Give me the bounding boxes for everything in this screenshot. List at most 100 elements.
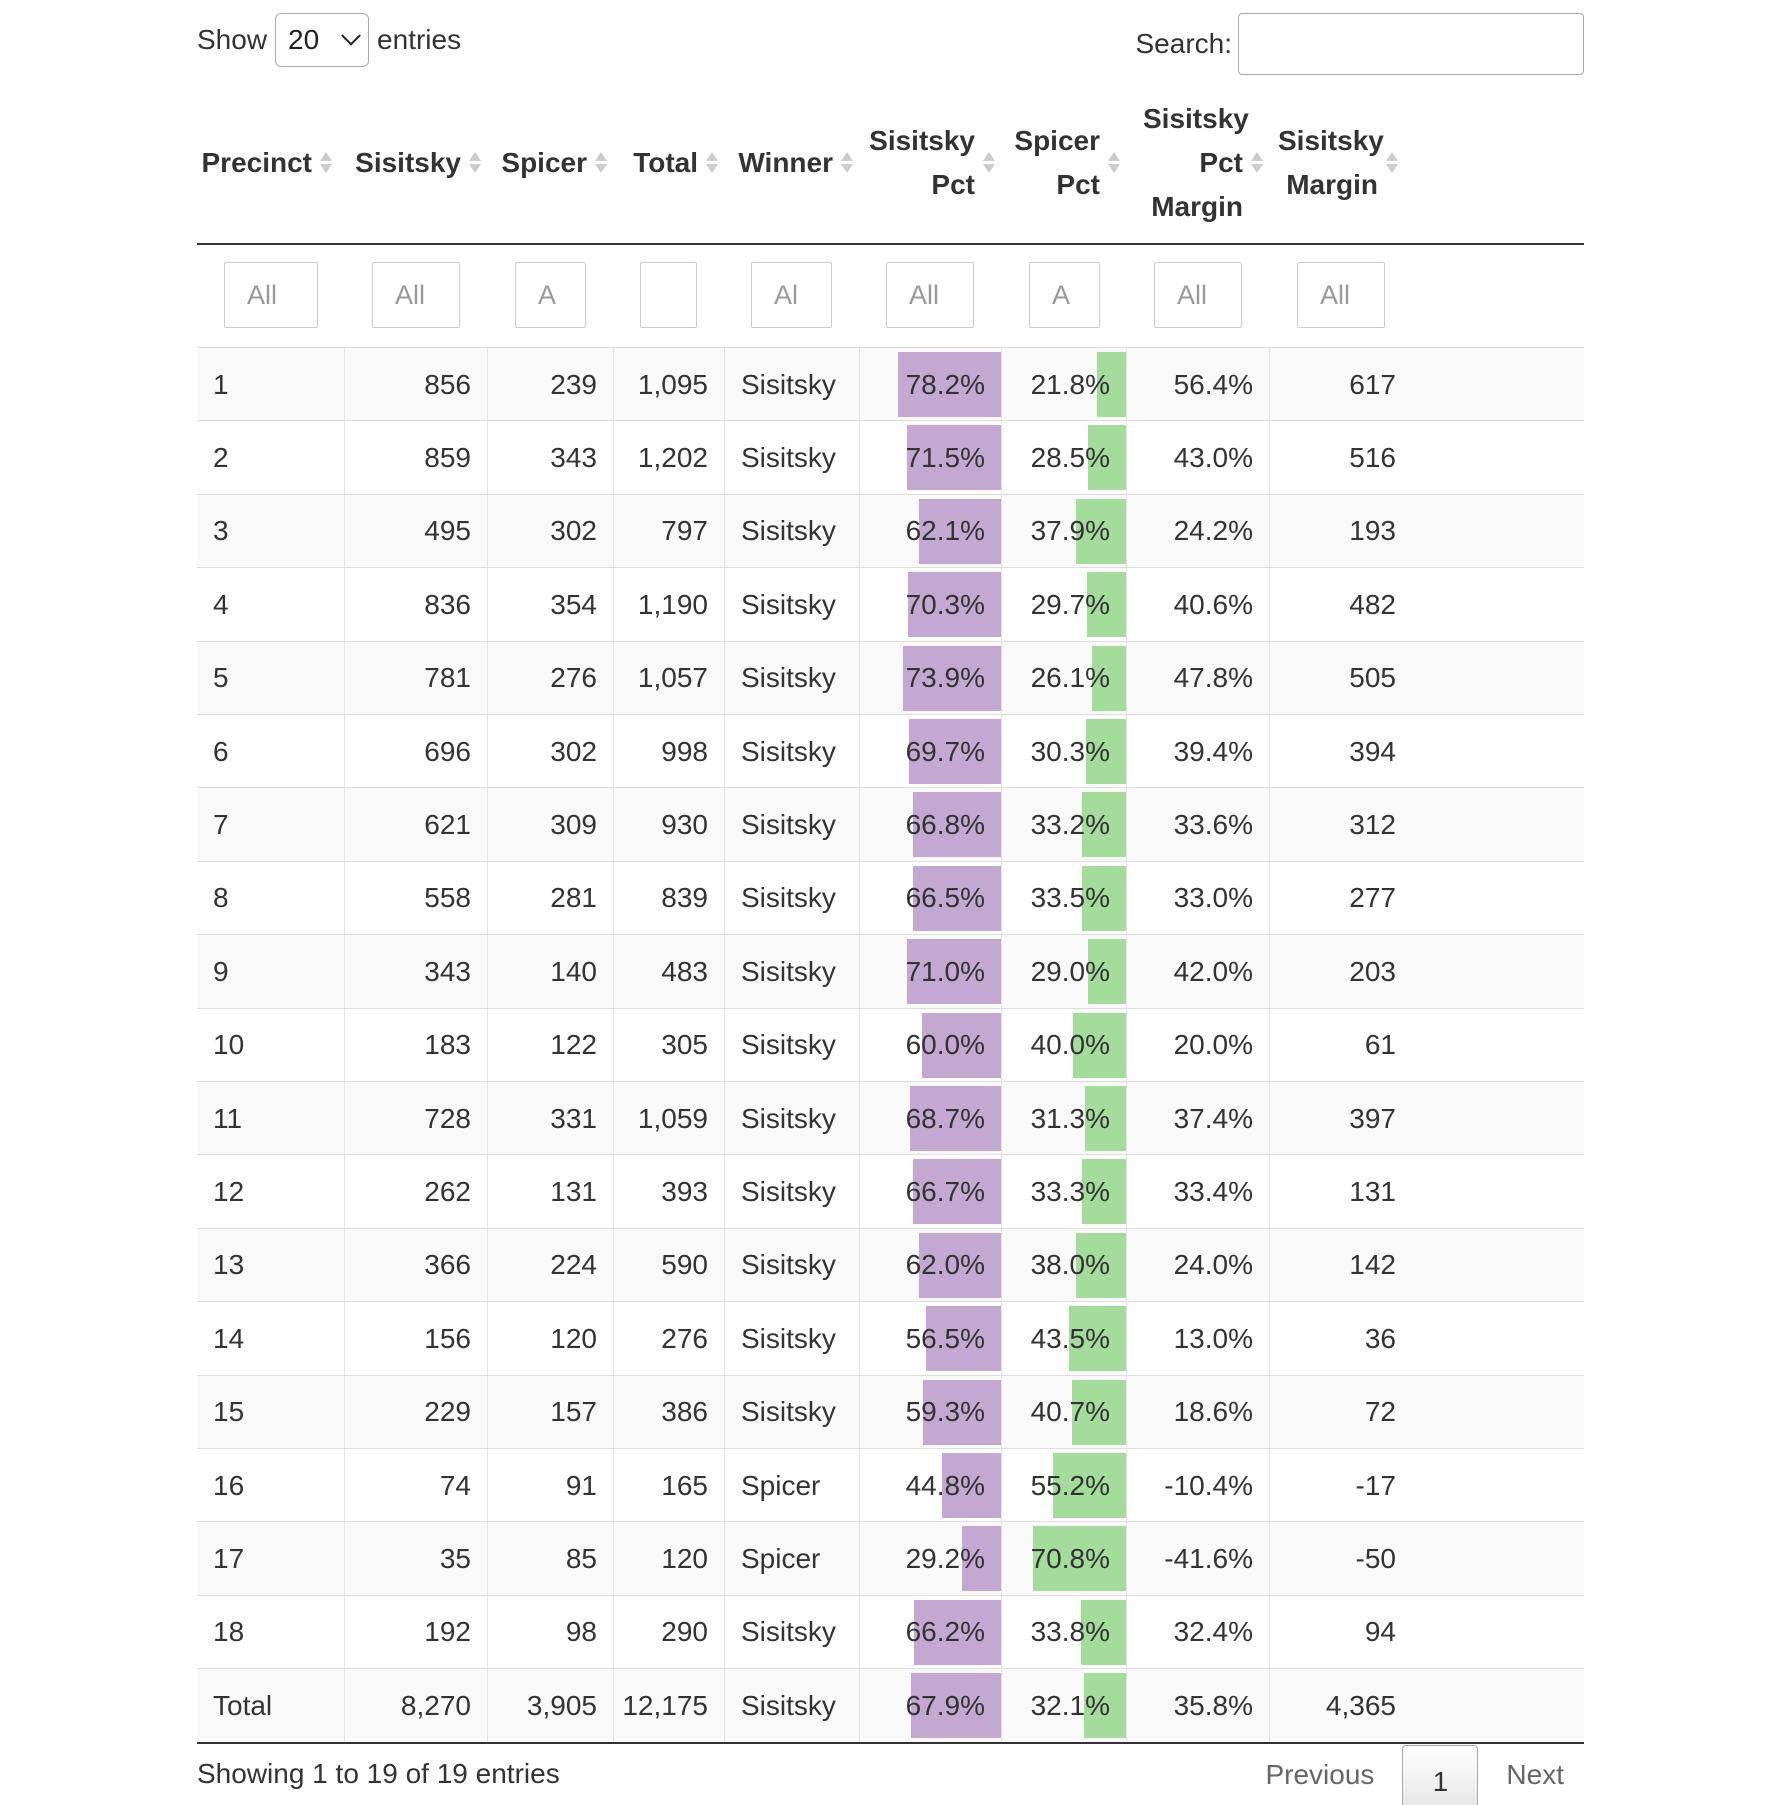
- cell-sisitsky-margin: 277: [1269, 861, 1404, 935]
- table-info: Showing 1 to 19 of 19 entries: [197, 1758, 560, 1789]
- filter-input-sisitsky-pct[interactable]: All: [886, 262, 974, 328]
- cell-sisitsky-pct: 71.0%: [859, 935, 1001, 1009]
- filter-input-total[interactable]: [640, 262, 697, 328]
- cell-text: 781: [424, 662, 471, 694]
- spicer-pct-bar: [1097, 352, 1126, 417]
- cell-text: 6: [213, 735, 229, 767]
- column-header-sisitsky[interactable]: Sisitsky: [344, 82, 481, 243]
- cell-total: 276: [613, 1302, 724, 1376]
- cell-winner: Sisitsky: [724, 1228, 859, 1302]
- column-header-sisitsky-pct-margin[interactable]: Sisitsky Pct Margin: [1126, 82, 1263, 243]
- cell-precinct: 16: [197, 1449, 344, 1522]
- filter-input-precinct[interactable]: All: [224, 262, 318, 328]
- cell-total: 1,059: [613, 1082, 724, 1155]
- cell-sisitsky-pct: 44.8%: [859, 1449, 1001, 1522]
- cell-spicer: 354: [487, 568, 613, 642]
- cell-text: 483: [661, 955, 708, 987]
- filter-input-sisitsky-pct-margin[interactable]: All: [1154, 262, 1242, 328]
- cell-text: 120: [661, 1542, 708, 1574]
- cell-text: -17: [1355, 1469, 1396, 1501]
- cell-text: 36: [1364, 1322, 1396, 1354]
- filter-input-spicer[interactable]: A: [515, 262, 586, 328]
- cell-text: 516: [1349, 441, 1396, 473]
- cell-text: 140: [550, 955, 597, 987]
- cell-text: 343: [550, 441, 597, 473]
- sisitsky-pct-bar: [926, 1306, 1001, 1372]
- cell-text: 29.7%: [1030, 588, 1110, 620]
- cell-text: 71.5%: [905, 441, 985, 473]
- cell-text: 43.5%: [1030, 1322, 1110, 1354]
- cell-winner: Sisitsky: [724, 861, 859, 935]
- next-button[interactable]: Next: [1506, 1759, 1564, 1790]
- cell-text: 18.6%: [1173, 1396, 1253, 1428]
- page-1-button[interactable]: 1: [1402, 1745, 1479, 1805]
- sort-icon: [1251, 152, 1263, 173]
- cell-text: 203: [1349, 955, 1396, 987]
- cell-total: 305: [613, 1008, 724, 1082]
- cell-spicer-pct: 29.0%: [1001, 935, 1126, 1009]
- cell-spicer: 276: [487, 641, 613, 715]
- cell-text: 98: [565, 1616, 597, 1648]
- column-header-spicer-pct[interactable]: Spicer Pct: [1001, 82, 1120, 243]
- cell-total: 290: [613, 1595, 724, 1669]
- cell-spicer-pct: 38.0%: [1001, 1228, 1126, 1302]
- cell-precinct: 11: [197, 1082, 344, 1155]
- cell-sisitsky-margin: 36: [1269, 1302, 1404, 1376]
- column-header-precinct[interactable]: Precinct: [197, 82, 332, 243]
- table-row: 14 156 120 276 Sisitsky 56.5% 43.5% 13.0% 36: [197, 1301, 1584, 1376]
- cell-text: Sisitsky: [741, 588, 836, 620]
- spicer-pct-bar: [1072, 1379, 1126, 1445]
- search-input[interactable]: [1238, 13, 1584, 75]
- cell-total: 386: [613, 1375, 724, 1449]
- cell-text: 281: [550, 882, 597, 914]
- cell-text: Sisitsky: [741, 955, 836, 987]
- cell-winner: Sisitsky: [724, 1595, 859, 1669]
- column-header-sisitsky-pct[interactable]: Sisitsky Pct: [859, 82, 995, 243]
- column-header-total[interactable]: Total: [613, 82, 718, 243]
- cell-text: 70.3%: [905, 588, 985, 620]
- entries-per-page-select[interactable]: 20: [275, 13, 370, 67]
- cell-text: 3,905: [526, 1689, 597, 1721]
- previous-button[interactable]: Previous: [1265, 1759, 1375, 1790]
- table-row: 8 558 281 839 Sisitsky 66.5% 33.5% 33.0% 277: [197, 860, 1584, 935]
- filter-input-sisitsky-margin[interactable]: All: [1297, 262, 1385, 328]
- cell-text: Sisitsky: [741, 1029, 836, 1061]
- cell-text: 16: [213, 1469, 245, 1501]
- cell-text: 366: [424, 1249, 471, 1281]
- cell-text: 1,190: [637, 588, 708, 620]
- cell-text: 276: [550, 662, 597, 694]
- cell-sisitsky-margin: -50: [1269, 1522, 1404, 1596]
- sisitsky-pct-bar: [913, 792, 1001, 858]
- cell-spicer: 302: [487, 494, 613, 568]
- sort-icon: [1386, 152, 1398, 173]
- cell-sisitsky-pct: 67.9%: [859, 1669, 1001, 1743]
- cell-spicer-pct: 33.5%: [1001, 861, 1126, 935]
- cell-sisitsky-pct-margin: 33.6%: [1126, 788, 1269, 862]
- cell-spicer-pct: 28.5%: [1001, 421, 1126, 495]
- spicer-pct-bar: [1085, 1086, 1126, 1151]
- column-header-spicer[interactable]: Spicer: [487, 82, 607, 243]
- cell-spicer: 224: [487, 1228, 613, 1302]
- cell-text: 617: [1349, 368, 1396, 400]
- chevron-down-icon: [341, 25, 361, 46]
- cell-sisitsky: 621: [344, 788, 487, 862]
- cell-text: 66.5%: [905, 882, 985, 914]
- filter-input-spicer-pct[interactable]: A: [1029, 262, 1100, 328]
- cell-sisitsky-pct-margin: 24.0%: [1126, 1228, 1269, 1302]
- cell-precinct: 12: [197, 1155, 344, 1228]
- spicer-pct-bar: [1087, 572, 1126, 638]
- cell-winner: Sisitsky: [724, 1155, 859, 1229]
- cell-sisitsky: 343: [344, 935, 487, 1009]
- cell-text: 1,202: [637, 441, 708, 473]
- cell-sisitsky-pct-margin: 39.4%: [1126, 715, 1269, 788]
- cell-spicer-pct: 30.3%: [1001, 715, 1126, 788]
- column-header-sisitsky-margin[interactable]: Sisitsky Margin: [1269, 82, 1398, 243]
- cell-text: 165: [661, 1469, 708, 1501]
- filter-input-winner[interactable]: Al: [751, 262, 832, 328]
- cell-text: 47.8%: [1173, 662, 1253, 694]
- sisitsky-pct-bar: [922, 1012, 1001, 1078]
- filter-input-sisitsky[interactable]: All: [372, 262, 460, 328]
- column-header-winner[interactable]: Winner: [724, 82, 853, 243]
- cell-total: 590: [613, 1228, 724, 1302]
- cell-text: 15: [213, 1396, 245, 1428]
